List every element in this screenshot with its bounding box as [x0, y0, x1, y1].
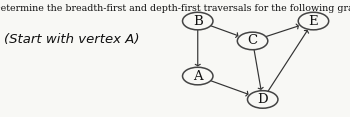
Text: E: E — [309, 15, 318, 28]
Text: (Start with vertex A): (Start with vertex A) — [4, 33, 139, 46]
Circle shape — [183, 12, 213, 30]
Text: B: B — [193, 15, 203, 28]
Text: A: A — [193, 69, 203, 83]
Circle shape — [183, 67, 213, 85]
Circle shape — [298, 12, 329, 30]
Text: D: D — [257, 93, 268, 106]
Text: C: C — [247, 34, 258, 48]
Circle shape — [247, 91, 278, 108]
Text: 6. Determine the breadth-first and depth-first traversals for the following grap: 6. Determine the breadth-first and depth… — [0, 4, 350, 13]
Circle shape — [237, 32, 268, 50]
